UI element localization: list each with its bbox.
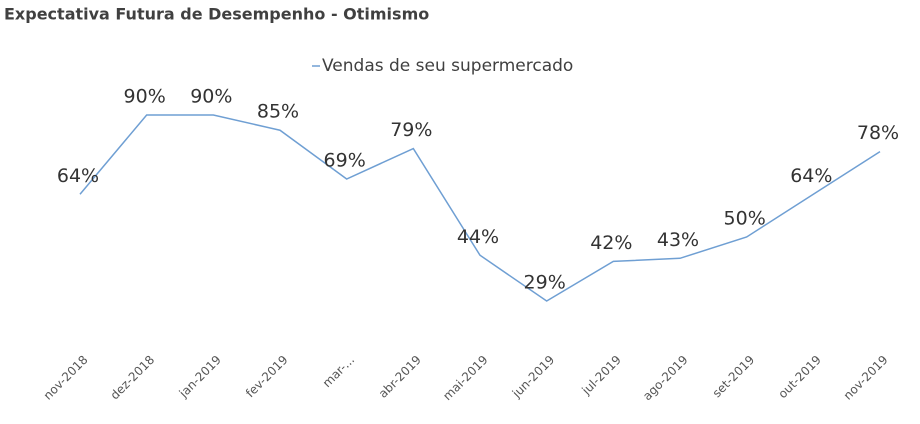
x-tick-label: jun-2019 <box>509 353 557 401</box>
x-tick-label: fev-2019 <box>243 353 291 401</box>
data-label: 79% <box>390 119 432 141</box>
x-tick-label: jul-2019 <box>579 353 624 398</box>
chart-title: Expectativa Futura de Desempenho - Otimi… <box>4 5 429 24</box>
x-tick-label: nov-2018 <box>41 353 91 403</box>
x-tick-label: jan-2019 <box>176 353 224 401</box>
x-tick-label: dez-2018 <box>108 353 158 403</box>
data-label: 44% <box>457 226 499 248</box>
x-tick-label: nov-2019 <box>841 353 891 403</box>
x-tick-label: mai-2019 <box>440 353 490 403</box>
data-label: 69% <box>324 150 366 172</box>
legend-label: Vendas de seu supermercado <box>322 56 573 76</box>
x-tick-label: out-2019 <box>775 353 823 401</box>
data-label: 50% <box>724 207 766 229</box>
data-label: 29% <box>524 272 566 294</box>
data-label: 78% <box>857 122 899 144</box>
series-line <box>79 114 881 302</box>
data-label: 64% <box>57 165 99 187</box>
data-label: 85% <box>257 101 299 123</box>
data-label: 90% <box>124 86 166 108</box>
x-tick-label: abr-2019 <box>376 353 424 401</box>
x-tick-label: ago-2019 <box>640 353 690 403</box>
data-label: 90% <box>190 86 232 108</box>
x-tick-label: mar-... <box>320 353 357 390</box>
x-tick-label: set-2019 <box>710 353 758 401</box>
data-label: 43% <box>657 229 699 251</box>
data-label: 42% <box>590 232 632 254</box>
data-label: 64% <box>790 165 832 187</box>
